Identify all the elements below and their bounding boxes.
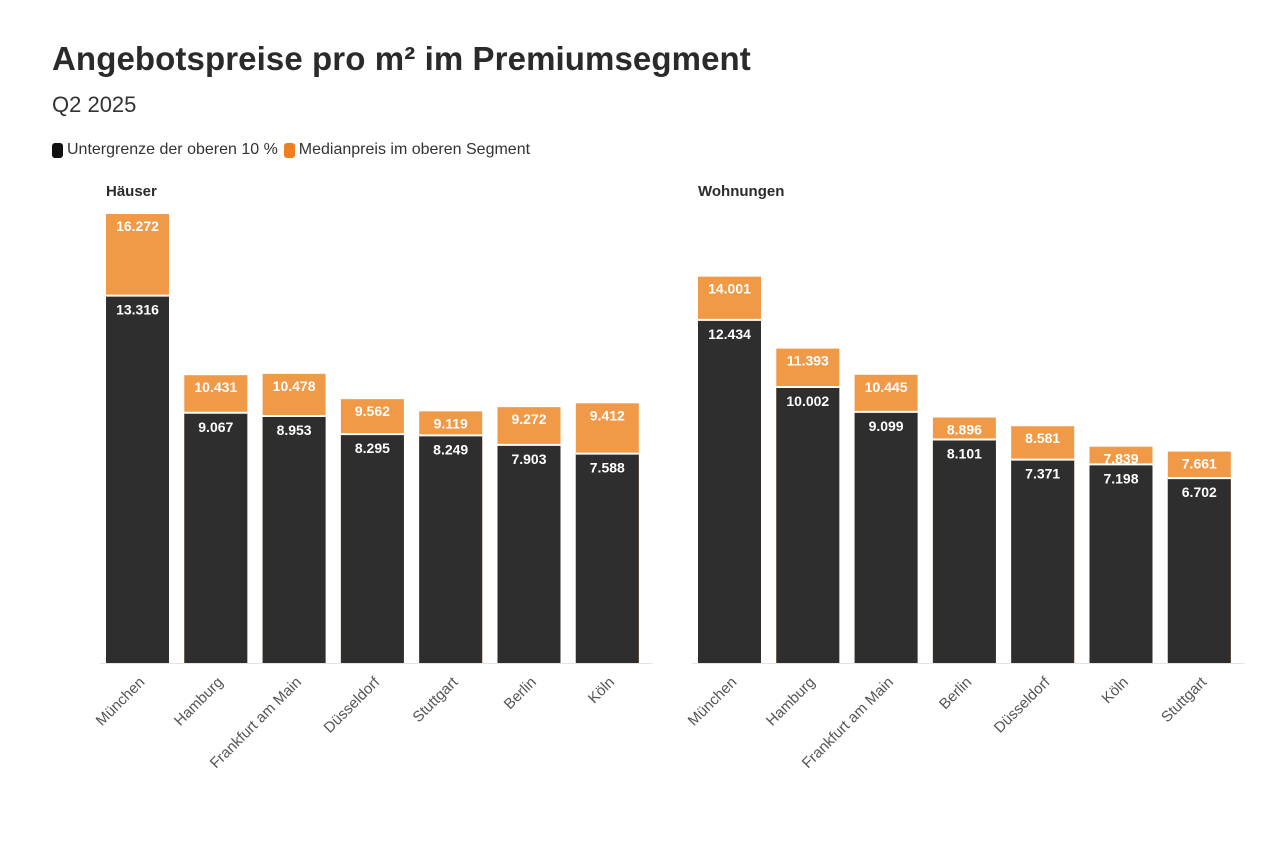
data-label-lower-bound: 6.702 [1182, 484, 1217, 500]
category-label: München [685, 674, 741, 730]
chart-title: Angebotspreise pro m² im Premiumsegment [52, 40, 751, 77]
bar-lower-bound [419, 435, 483, 663]
bar-lower-bound [575, 453, 639, 663]
data-label-lower-bound: 9.067 [198, 419, 233, 435]
legend-item-median: Medianpreis im oberen Segment [283, 141, 531, 159]
data-label-lower-bound: 7.588 [590, 460, 625, 476]
data-label-lower-bound: 13.316 [116, 302, 159, 318]
panel-title: Wohnungen [698, 183, 784, 200]
bar-lower-bound [262, 415, 326, 663]
legend-swatch-lower-bound [52, 142, 63, 158]
data-label-lower-bound: 8.249 [433, 441, 468, 457]
legend-label-lower-bound: Untergrenze der oberen 10 % [67, 141, 278, 158]
data-label-lower-bound: 10.002 [786, 393, 829, 409]
category-label: Berlin [936, 674, 975, 713]
data-label-lower-bound: 8.295 [355, 440, 390, 456]
bar-lower-bound [340, 434, 404, 663]
bar-lower-bound [497, 444, 561, 663]
category-label: Stuttgart [409, 673, 462, 726]
data-label-lower-bound: 9.099 [869, 418, 904, 434]
data-label-median: 9.119 [434, 415, 468, 431]
panel-title: Häuser [106, 183, 157, 200]
data-label-lower-bound: 7.198 [1103, 470, 1138, 486]
data-label-median: 16.272 [116, 218, 159, 234]
category-label: Düsseldorf [321, 673, 384, 736]
data-label-median: 9.412 [590, 407, 625, 423]
data-label-median: 10.478 [273, 378, 316, 394]
data-label-lower-bound: 7.371 [1025, 466, 1060, 482]
data-label-median: 14.001 [708, 281, 751, 297]
category-label: Stuttgart [1158, 673, 1211, 726]
bar-lower-bound [854, 411, 918, 663]
data-label-median: 8.581 [1025, 430, 1060, 446]
data-label-median: 11.393 [787, 353, 829, 369]
data-label-median: 9.562 [355, 403, 390, 419]
data-label-lower-bound: 8.101 [947, 445, 982, 461]
category-label: Düsseldorf [991, 673, 1054, 736]
legend-label-median: Medianpreis im oberen Segment [298, 141, 531, 158]
category-label: Hamburg [171, 674, 227, 730]
chart-subtitle: Q2 2025 [52, 92, 137, 117]
data-label-median: 8.896 [947, 422, 982, 438]
data-label-lower-bound: 7.903 [511, 451, 546, 467]
category-label: Köln [585, 674, 618, 707]
data-label-median: 10.445 [865, 379, 908, 395]
data-label-lower-bound: 12.434 [708, 326, 751, 342]
category-label: München [93, 674, 149, 730]
bar-lower-bound [932, 439, 996, 663]
bar-lower-bound [1089, 464, 1153, 663]
bar-lower-bound [776, 387, 840, 663]
data-label-median: 7.839 [1103, 451, 1138, 467]
data-label-median: 10.431 [194, 379, 237, 395]
category-label: Köln [1099, 674, 1132, 707]
data-label-median: 9.272 [511, 411, 546, 427]
bar-lower-bound [1011, 459, 1075, 663]
legend-item-lower-bound: Untergrenze der oberen 10 % [52, 141, 278, 159]
data-label-lower-bound: 8.953 [277, 422, 312, 438]
data-label-median: 7.661 [1182, 456, 1217, 472]
bar-lower-bound [106, 295, 169, 663]
bar-lower-bound [184, 412, 248, 663]
bar-lower-bound [698, 319, 761, 663]
category-label: Berlin [501, 674, 540, 713]
category-label: Hamburg [763, 674, 819, 730]
legend-swatch-median [283, 142, 295, 158]
legend: Untergrenze der oberen 10 % Medianpreis … [52, 140, 536, 160]
bar-lower-bound [1167, 478, 1231, 663]
